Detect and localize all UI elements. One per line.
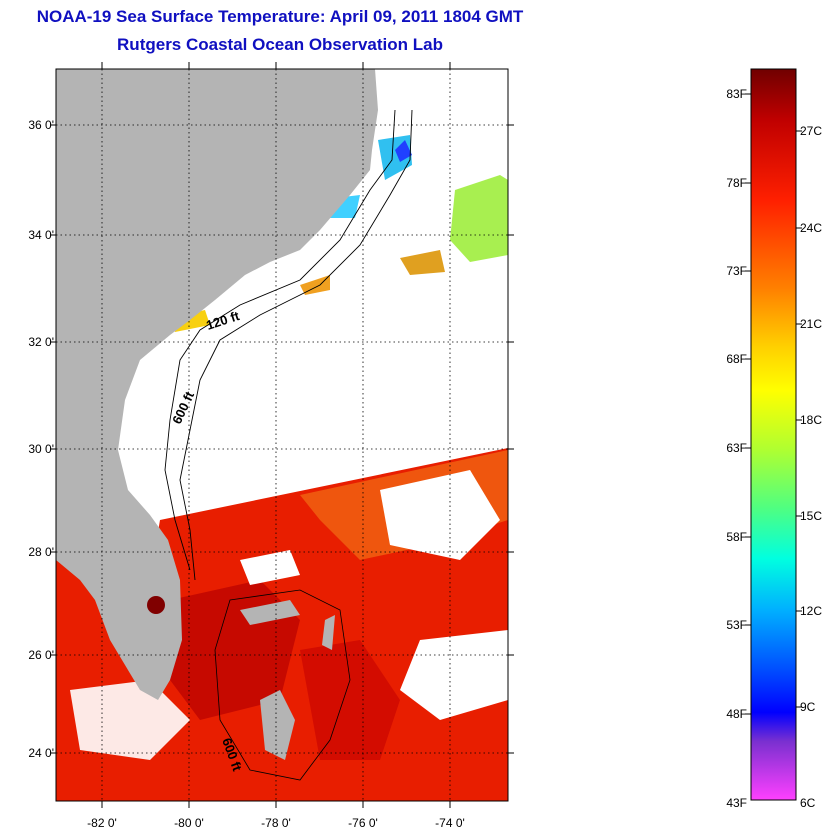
lat-label: 34 0' <box>28 228 54 242</box>
lat-label: 28 0' <box>28 545 54 559</box>
cool-water-patch <box>400 250 445 275</box>
scale-label-celsius: 15C <box>800 509 823 523</box>
scale-label-celsius: 18C <box>800 413 823 427</box>
lat-label: 26 0' <box>28 648 54 662</box>
cloud-patch <box>380 470 500 560</box>
bahamas-island <box>322 615 335 650</box>
scale-label-fahrenheit: 48F <box>726 707 747 721</box>
warm-coastal-patch <box>300 275 330 295</box>
contour-600ft <box>179 109 413 581</box>
hot-water-patch <box>300 640 400 760</box>
lat-label: 24 0' <box>28 746 54 760</box>
scale-label-celsius: 27C <box>800 124 823 138</box>
scale-label-fahrenheit: 53F <box>726 618 747 632</box>
cloud-patch <box>240 550 300 585</box>
scale-label-fahrenheit: 43F <box>726 796 747 810</box>
contour-bahamas <box>214 589 351 781</box>
scale-label-celsius: 6C <box>800 796 816 810</box>
cool-water-patch <box>450 175 508 262</box>
scale-label-fahrenheit: 68F <box>726 352 747 366</box>
axis-ticks <box>50 62 514 808</box>
map-subtitle: Rutgers Coastal Ocean Observation Lab <box>117 35 443 54</box>
lon-label: -78 0' <box>261 816 291 830</box>
land-mass <box>56 69 378 700</box>
scale-label-celsius: 21C <box>800 317 823 331</box>
map-title: NOAA-19 Sea Surface Temperature: April 0… <box>36 7 524 26</box>
map-border <box>55 68 509 802</box>
color-scale-ticks <box>745 93 802 715</box>
lake-okeechobee <box>147 596 165 614</box>
lat-label: 32 0' <box>28 335 54 349</box>
scale-label-fahrenheit: 63F <box>726 441 747 455</box>
lon-label: -74 0' <box>435 816 465 830</box>
lon-label: -76 0' <box>348 816 378 830</box>
bahamas-andros <box>260 690 295 760</box>
scale-label-fahrenheit: 78F <box>726 176 747 190</box>
lon-label: -82 0' <box>87 816 117 830</box>
cloud-patch <box>400 630 508 720</box>
lat-label: 36 0' <box>28 118 54 132</box>
bahamas-island <box>240 600 300 625</box>
cloud-patch <box>70 680 190 760</box>
lat-label: 30 0' <box>28 442 54 456</box>
contour-120ft <box>164 109 396 571</box>
color-scale-bar <box>750 68 797 801</box>
scale-label-fahrenheit: 58F <box>726 530 747 544</box>
scale-label-fahrenheit: 83F <box>726 87 747 101</box>
graticule <box>56 69 508 801</box>
cold-water-patch <box>395 140 412 162</box>
scale-label-celsius: 24C <box>800 221 823 235</box>
scale-label-celsius: 12C <box>800 604 823 618</box>
scale-label-fahrenheit: 73F <box>726 264 747 278</box>
scale-label-celsius: 9C <box>800 700 816 714</box>
lon-label: -80 0' <box>174 816 204 830</box>
